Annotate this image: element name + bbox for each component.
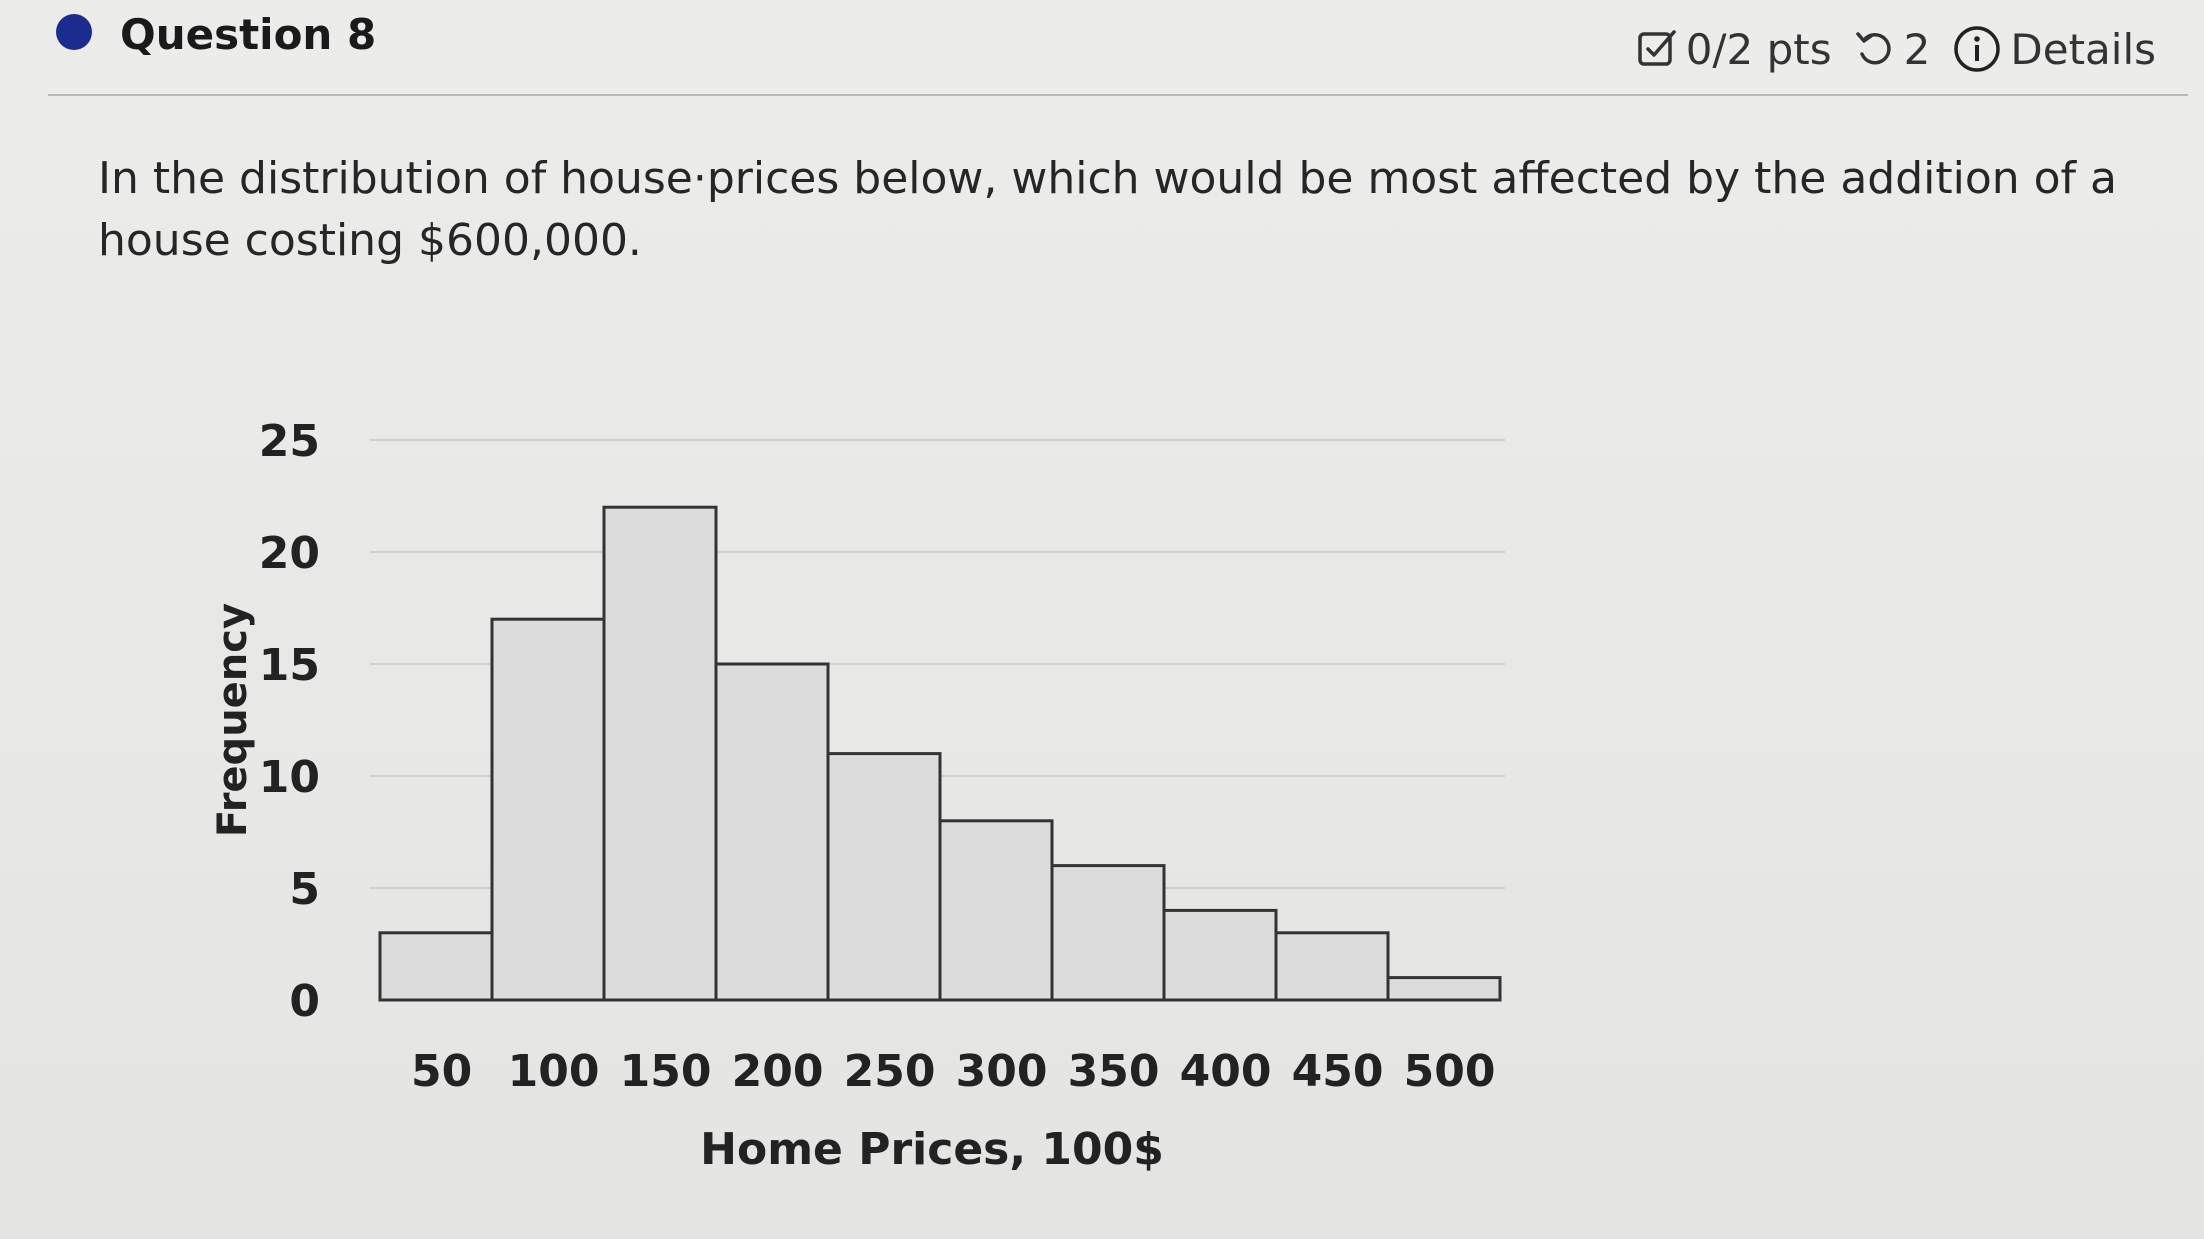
x-tick-label-250: 250 <box>844 1046 936 1097</box>
bar-300 <box>938 819 1054 1002</box>
x-tick-label-400: 400 <box>1180 1046 1272 1097</box>
question-meta: 0/2 pts 2 Details <box>1636 24 2156 74</box>
bar-500 <box>1386 976 1502 1002</box>
question-prompt: In the distribution of house·prices belo… <box>98 153 2117 266</box>
x-tick-label-150: 150 <box>620 1046 712 1097</box>
details-button[interactable]: Details <box>1952 24 2156 74</box>
y-tick-label-25: 25 <box>259 416 320 467</box>
y-tick-label-5: 5 <box>289 864 320 915</box>
y-tick-label-0: 0 <box>289 976 320 1027</box>
x-tick-label-100: 100 <box>508 1046 600 1097</box>
y-tick-label-10: 10 <box>259 752 320 803</box>
header-divider <box>48 94 2188 96</box>
question-status-dot <box>56 14 92 50</box>
attempts-count: 2 <box>1903 24 1931 74</box>
attempts-button[interactable]: 2 <box>1854 24 1931 74</box>
bar-400 <box>1162 908 1278 1002</box>
x-tick-label-200: 200 <box>732 1046 824 1097</box>
y-tick-label-15: 15 <box>259 640 320 691</box>
bar-200 <box>714 662 830 1002</box>
details-label: Details <box>2010 24 2156 74</box>
x-axis-label: Home Prices, 100$ <box>700 1124 1164 1175</box>
x-tick-label-300: 300 <box>956 1046 1048 1097</box>
bar-250 <box>826 752 942 1002</box>
x-tick-label-350: 350 <box>1068 1046 1160 1097</box>
y-axis-label: Frequency <box>210 603 256 837</box>
bar-50 <box>378 931 494 1002</box>
bar-450 <box>1274 931 1390 1002</box>
x-tick-label-500: 500 <box>1404 1046 1496 1097</box>
y-tick-label-20: 20 <box>259 528 320 579</box>
points-display: 0/2 pts <box>1636 25 1832 74</box>
checkbox-edit-icon <box>1637 30 1676 66</box>
x-tick-label-50: 50 <box>411 1046 472 1097</box>
question-header: Question 8 0/2 pts 2 Details <box>0 0 2204 100</box>
points-text: 0/2 pts <box>1685 24 1832 74</box>
question-title: Question 8 <box>120 10 377 59</box>
bar-100 <box>490 617 606 1002</box>
bar-150 <box>602 505 718 1002</box>
x-tick-label-450: 450 <box>1292 1046 1384 1097</box>
info-icon <box>1954 26 2001 72</box>
retry-icon <box>1855 32 1891 65</box>
bar-350 <box>1050 864 1166 1002</box>
